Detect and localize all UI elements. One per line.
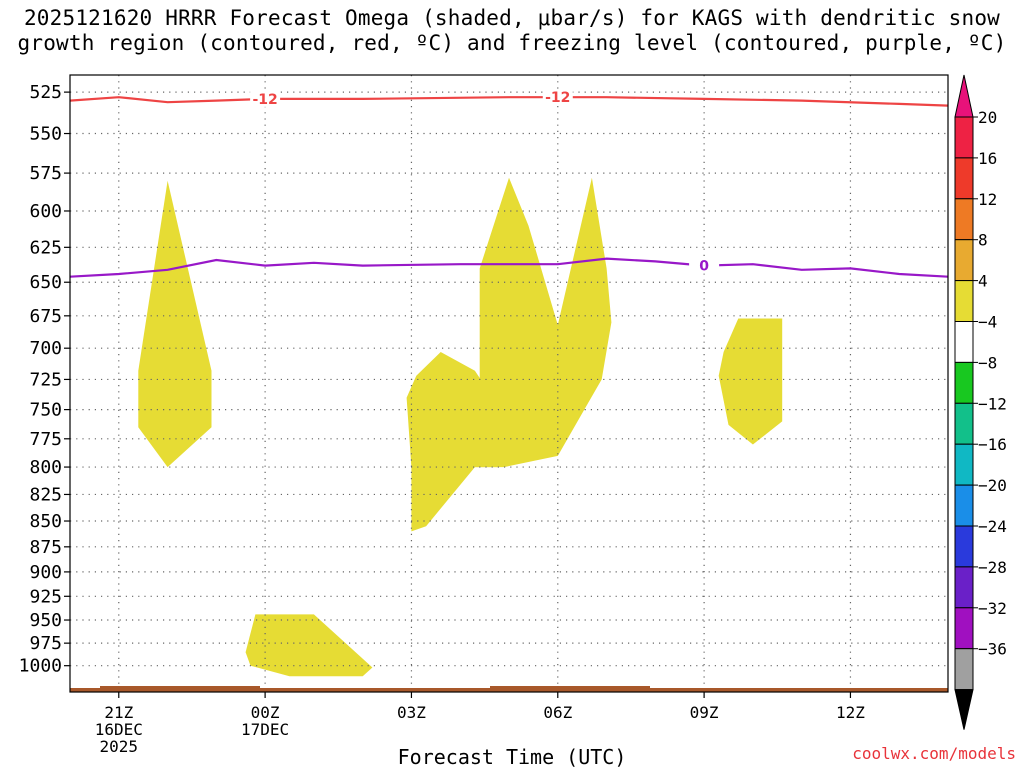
y-tick-label-800: 800 — [29, 457, 62, 478]
colorbar-label-6: −4 — [978, 313, 997, 332]
colorbar-label-2: 16 — [978, 149, 997, 168]
contour-label-background — [689, 257, 720, 274]
contour-line-1 — [69, 96, 949, 107]
colorbar-segment-2 — [954, 157, 974, 200]
contour-label-2-1: 0 — [699, 259, 709, 275]
omega-shaded-region-5 — [718, 318, 783, 445]
y-tick-label-950: 950 — [29, 610, 62, 631]
omega-shaded-region-4 — [474, 177, 612, 468]
y-tick-label-750: 750 — [29, 400, 62, 421]
y-tick-label-825: 825 — [29, 484, 62, 505]
colorbar-segment-10 — [954, 484, 974, 527]
x-tick-label-00Z-2: 17DEC — [241, 720, 289, 739]
x-tick-label-06Z-1: 06Z — [543, 703, 572, 722]
colorbar-segment-6 — [954, 321, 974, 363]
colorbar-label-8: −12 — [978, 394, 1007, 413]
x-tick-label-21Z-1: 21Z — [104, 703, 133, 722]
colorbar-segment-9 — [954, 443, 974, 486]
colorbar-segment-14 — [954, 648, 974, 691]
y-tick-label-900: 900 — [29, 562, 62, 583]
y-tick-label-975: 975 — [29, 633, 62, 654]
x-tick-label-09Z-1: 09Z — [690, 703, 719, 722]
colorbar-label-11: −24 — [978, 517, 1007, 536]
omega-shaded-region-2 — [245, 614, 373, 677]
y-tick-label-625: 625 — [29, 237, 62, 258]
colorbar-segment-5 — [954, 280, 974, 323]
y-tick-label-725: 725 — [29, 369, 62, 390]
chart-title-line-2: growth region (contoured, red, ºC) and f… — [17, 31, 1007, 55]
surface-band-layer — [70, 686, 948, 692]
x-tick-label-12Z-1: 12Z — [836, 703, 865, 722]
x-tick-label-03Z-1: 03Z — [397, 703, 426, 722]
colorbar-segment-1 — [954, 116, 974, 159]
colorbar-segment-8 — [954, 402, 974, 445]
x-axis-title: Forecast Time (UTC) — [397, 745, 627, 769]
chart-title: 2025121620 HRRR Forecast Omega (shaded, … — [0, 6, 1024, 56]
y-tick-label-775: 775 — [29, 429, 62, 450]
colorbar-segment-3 — [954, 198, 974, 241]
y-tick-label-525: 525 — [29, 82, 62, 103]
colorbar-label-14: −36 — [978, 640, 1007, 659]
grid-layer — [70, 75, 948, 692]
omega-shaded-region-1 — [138, 180, 212, 468]
y-tick-label-925: 925 — [29, 586, 62, 607]
colorbar-label-4: 8 — [978, 231, 988, 250]
y-tick-label-550: 550 — [29, 124, 62, 145]
contour-label-background — [542, 89, 573, 106]
omega-shading-layer — [138, 177, 783, 677]
colorbar-label-7: −8 — [978, 353, 997, 372]
surface-band — [70, 688, 948, 692]
colorbar-label-10: −20 — [978, 476, 1007, 495]
y-tick-label-700: 700 — [29, 338, 62, 359]
colorbar-label-3: 12 — [978, 190, 997, 209]
x-tick-label-00Z-1: 00Z — [251, 703, 280, 722]
contour-label-1-2: -12 — [545, 90, 570, 106]
colorbar-segment-4 — [954, 239, 974, 282]
colorbar-label-5: 4 — [978, 272, 988, 291]
contour-layer: -12 -12 0 — [69, 89, 949, 278]
colorbar-label-12: −28 — [978, 558, 1007, 577]
x-tick-label-21Z-2: 16DEC — [95, 720, 143, 739]
colorbar: 20 16 12 8 4 −4 −8 −12 −16 −20 −24 −28 −32 −36 — [954, 74, 1007, 730]
y-tick-label-650: 650 — [29, 272, 62, 293]
y-tick-label-675: 675 — [29, 306, 62, 327]
colorbar-label-13: −32 — [978, 599, 1007, 618]
chart-title-line-1: 2025121620 HRRR Forecast Omega (shaded, … — [23, 6, 1001, 30]
colorbar-top-triangle — [954, 74, 974, 118]
surface-band-bump — [100, 686, 260, 689]
colorbar-label-9: −16 — [978, 435, 1007, 454]
omega-shaded-region-3 — [406, 352, 500, 532]
contour-line-2 — [69, 257, 949, 278]
contour-label-background — [250, 90, 281, 107]
colorbar-segment-11 — [954, 525, 974, 568]
colorbar-bottom-triangle — [954, 689, 974, 730]
colorbar-segment-13 — [954, 607, 974, 650]
colorbar-label-1: 20 — [978, 108, 997, 127]
contour-label-1-1: -12 — [252, 92, 277, 108]
credit-text: coolwx.com/models — [852, 744, 1016, 763]
y-tick-label-575: 575 — [29, 163, 62, 184]
y-tick-label-600: 600 — [29, 201, 62, 222]
plot-frame — [69, 74, 949, 693]
y-tick-label-850: 850 — [29, 511, 62, 532]
y-tick-label-1000: 1000 — [19, 656, 62, 677]
x-tick-label-21Z-3: 2025 — [100, 737, 139, 756]
colorbar-segment-12 — [954, 566, 974, 609]
y-axis: 525 550 575 600 625 650 675 700 725 750 775 800 825 8… — [19, 82, 70, 677]
surface-band-bump — [490, 686, 650, 689]
colorbar-segment-7 — [954, 361, 974, 404]
y-tick-label-875: 875 — [29, 537, 62, 558]
